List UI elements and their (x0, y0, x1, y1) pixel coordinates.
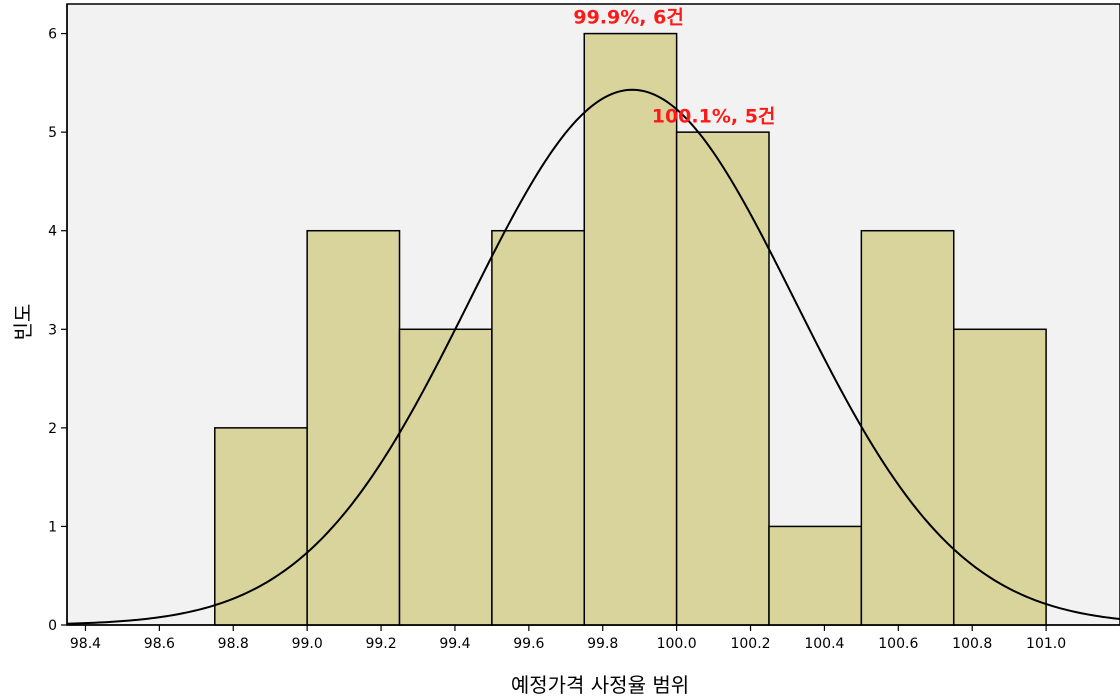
histogram-bar-6 (768, 525, 863, 626)
histogram-bar-1 (306, 229, 401, 626)
histogram-bar-5 (675, 131, 770, 626)
y-tick-label: 0 (48, 618, 57, 634)
y-axis-title: 빈도 (11, 304, 35, 341)
annotation-label-0: 99.9%, 6건 (573, 7, 683, 29)
x-axis-ticks: 98.4 98.6 98.8 99.0 99.2 99.4 99.6 99.8 100.0 100… (70, 625, 1066, 652)
histogram-bar-4 (583, 32, 678, 626)
x-tick-label: 100.2 (730, 636, 770, 652)
x-tick-label: 98.4 (70, 636, 101, 652)
histogram-bar-2 (398, 328, 493, 626)
y-tick-label: 6 (48, 27, 57, 43)
y-tick-label: 5 (48, 125, 57, 141)
x-tick-label: 100.4 (804, 636, 844, 652)
y-tick-label: 3 (48, 322, 57, 338)
x-tick-label: 98.6 (144, 636, 175, 652)
annotations: 99.9%, 6건 100.1%, 5건 (573, 7, 775, 128)
x-tick-label: 99.4 (439, 636, 470, 652)
x-tick-label: 99.6 (513, 636, 544, 652)
histogram-bar-8 (952, 328, 1047, 626)
annotation-label-1: 100.1%, 5건 (652, 105, 776, 127)
x-tick-label: 100.8 (952, 636, 992, 652)
x-tick-label: 99.8 (587, 636, 618, 652)
x-tick-label: 100.0 (657, 636, 697, 652)
normal-curve (66, 88, 1120, 625)
x-tick-label: 101.0 (1026, 636, 1066, 652)
x-axis-title: 예정가격 사정율 범위 (511, 673, 689, 697)
y-axis-ticks: 0 1 2 3 4 5 6 (48, 27, 67, 634)
histogram-bar-3 (491, 229, 586, 626)
y-tick-label: 2 (48, 421, 57, 437)
x-tick-label: 99.0 (292, 636, 323, 652)
histogram-bar-0 (214, 427, 308, 626)
y-tick-label: 1 (48, 519, 57, 535)
y-tick-label: 4 (48, 224, 57, 240)
x-tick-label: 98.8 (218, 636, 249, 652)
histogram-bar-7 (860, 229, 955, 626)
x-tick-label: 100.6 (878, 636, 918, 652)
histogram-bars (214, 32, 1047, 626)
x-tick-label: 99.2 (365, 636, 396, 652)
